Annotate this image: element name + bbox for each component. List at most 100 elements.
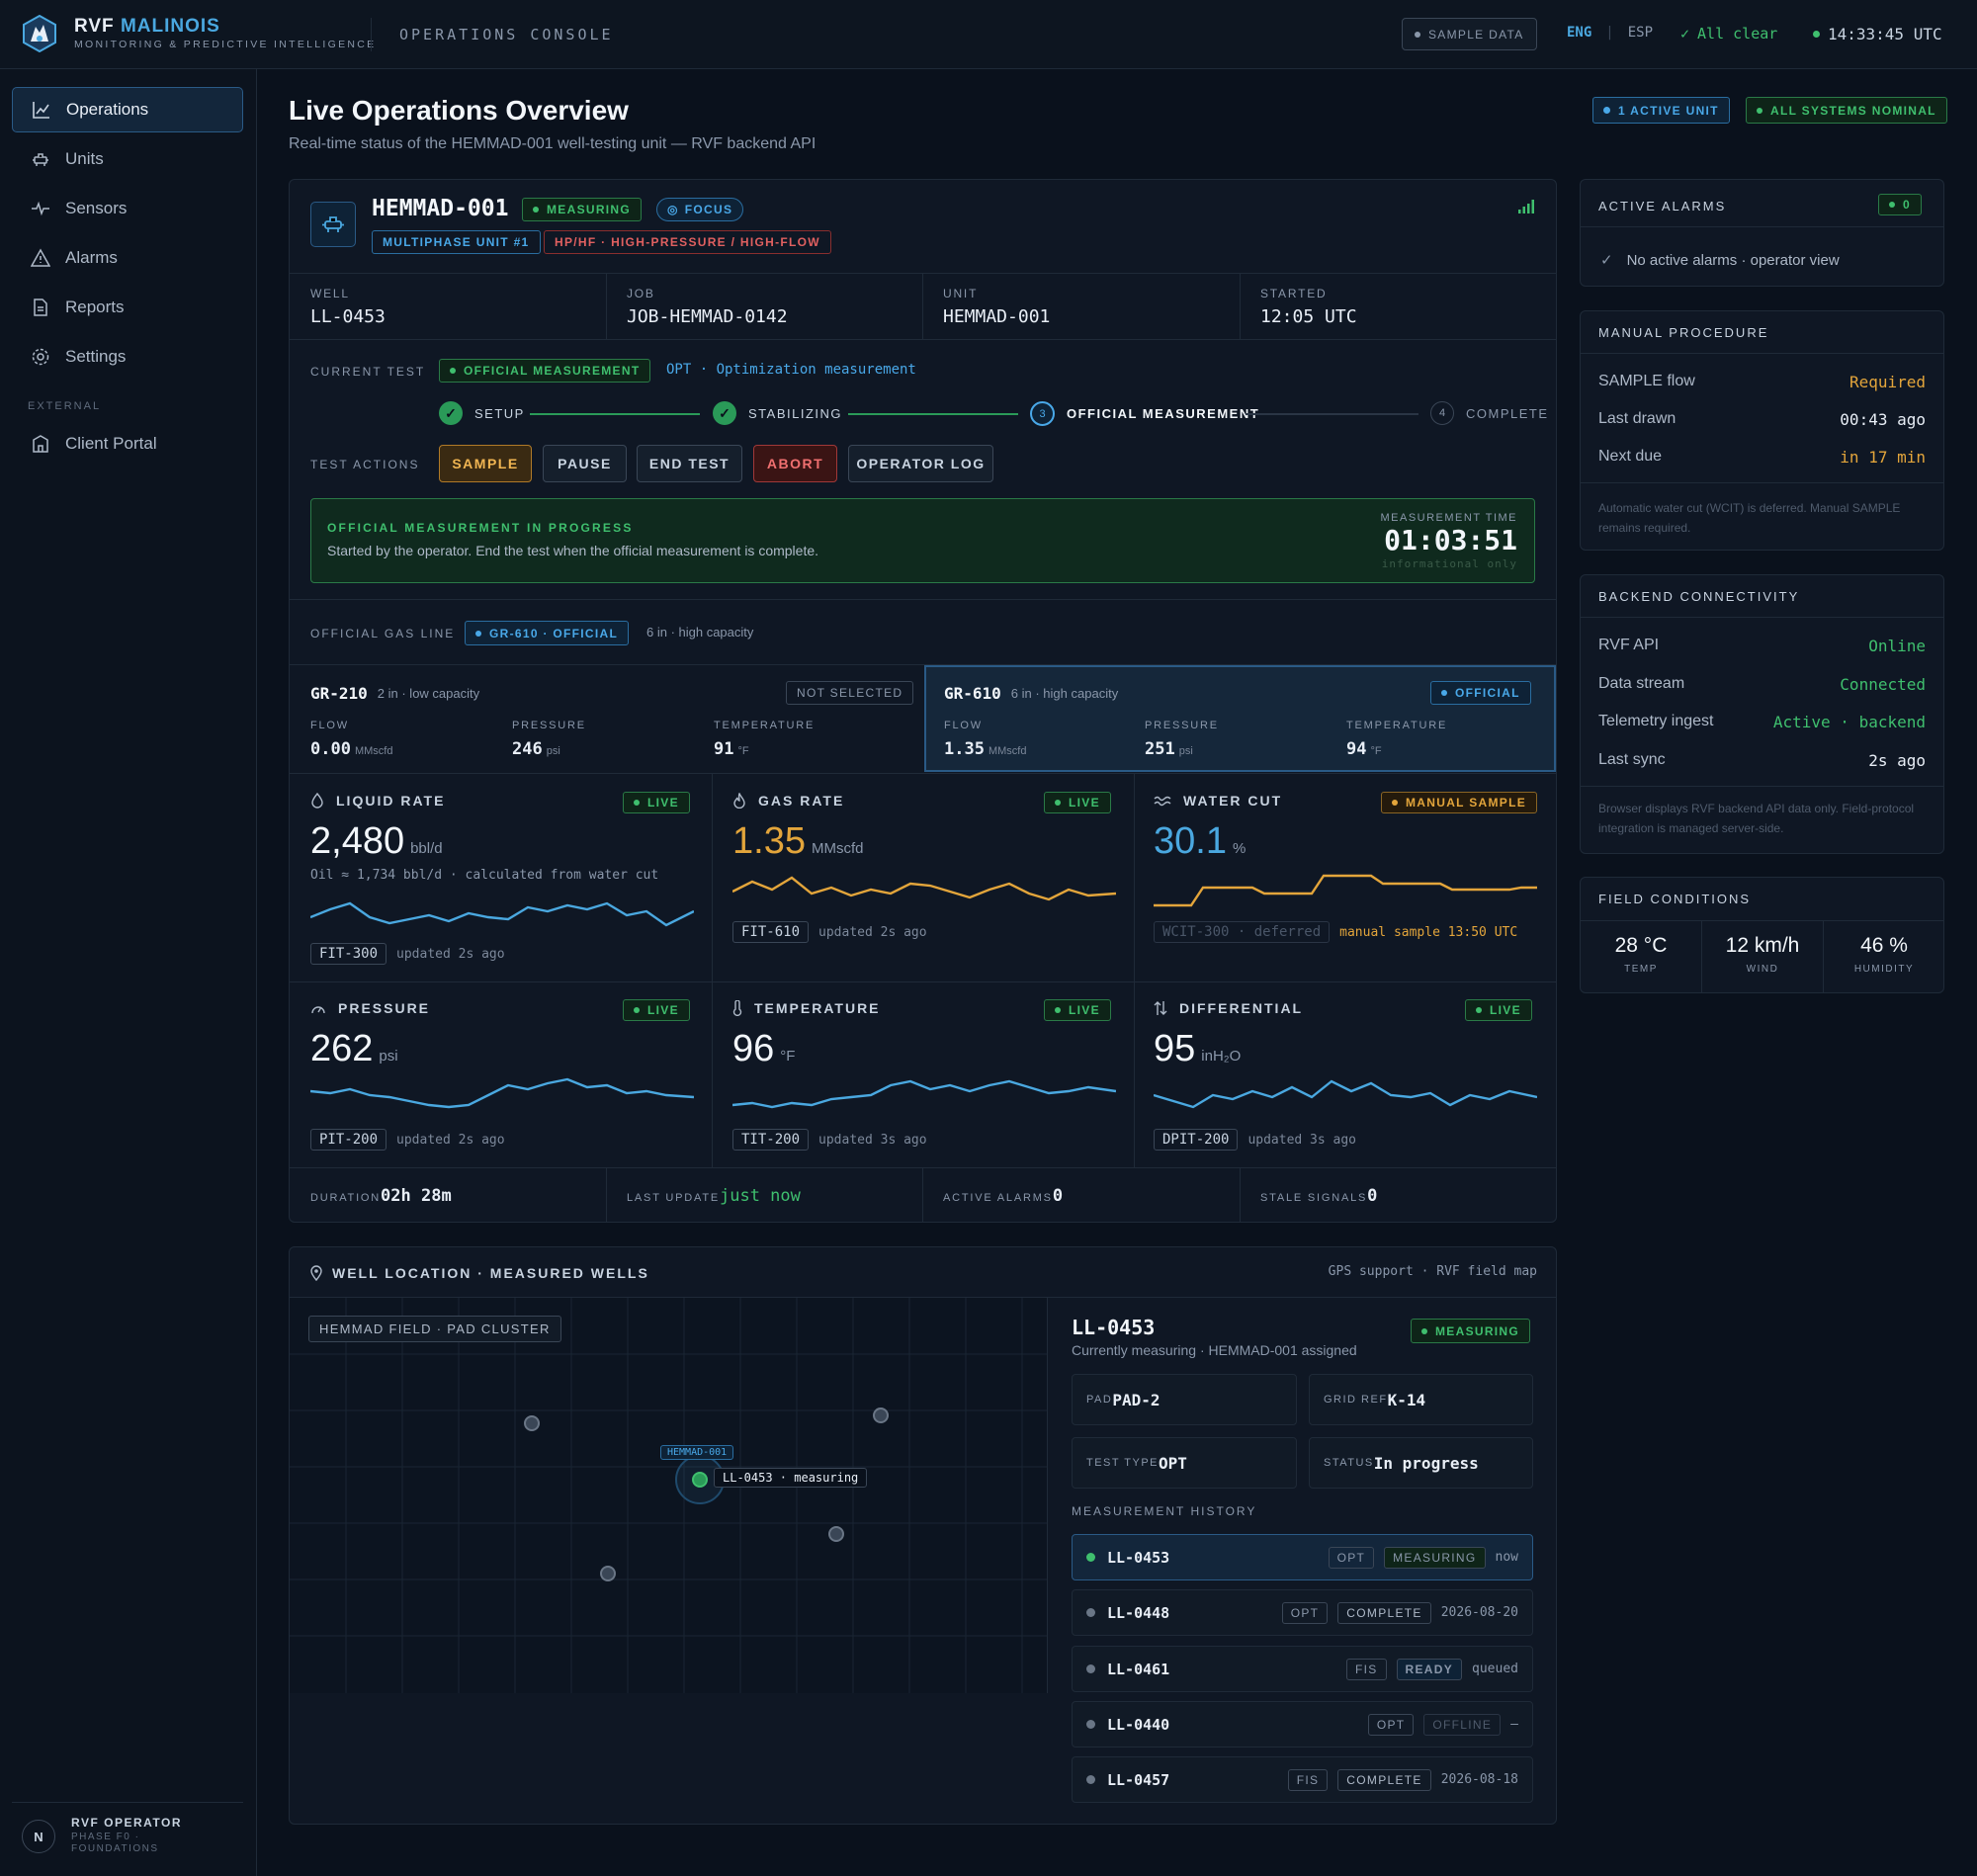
history-row[interactable]: LL-0440 OPT OFFLINE — [1072, 1701, 1533, 1748]
gas-line-desc: 6 in · high capacity [646, 625, 754, 640]
backend-row: Last sync 2s ago [1598, 751, 1926, 770]
info-well: WELL LL-0453 [310, 287, 386, 327]
pressure-label: PRESSURE [512, 720, 586, 731]
stat-label: ACTIVE ALARMS [943, 1192, 1053, 1204]
info-divider [606, 274, 607, 339]
sensor-tag[interactable]: FIT-610 [732, 921, 810, 943]
sensor-tag[interactable]: TIT-200 [732, 1129, 810, 1151]
brand-b: MALINOIS [120, 16, 220, 37]
lang-eng[interactable]: ENG [1567, 25, 1592, 41]
well-marker[interactable] [828, 1526, 844, 1542]
water-cut-sparkline [1154, 874, 1537, 907]
history-type: OPT [1281, 1601, 1329, 1624]
stat-divider [606, 1168, 607, 1222]
metric-footer: FIT-300 updated 2s ago [310, 943, 505, 965]
procedure-row: Next due in 17 min [1598, 448, 1926, 467]
avatar[interactable]: N [22, 1820, 55, 1853]
alarms-empty: ✓ No active alarms · operator view [1600, 251, 1840, 270]
step-stabilizing: ✓ STABILIZING [713, 401, 842, 425]
sidebar-item-reports[interactable]: Reports [12, 285, 243, 330]
sidebar-item-sensors[interactable]: Sensors [12, 186, 243, 231]
pressure-sparkline [310, 1077, 694, 1109]
procedure-row: SAMPLE flow Required [1598, 373, 1926, 391]
row-value: in 17 min [1840, 448, 1926, 467]
map-title: WELL LOCATION · MEASURED WELLS [310, 1265, 649, 1281]
history-date: now [1495, 1550, 1518, 1565]
header-divider [371, 18, 372, 51]
well-marker[interactable] [873, 1407, 889, 1423]
abort-button[interactable]: ABORT [753, 445, 837, 482]
metric-unit: inH₂O [1201, 1048, 1242, 1065]
sidebar-item-alarms[interactable]: Alarms [12, 235, 243, 281]
well-marker[interactable] [600, 1566, 616, 1581]
measurement-time: 01:03:51 [1384, 524, 1517, 556]
temperature-value: 94 [1346, 739, 1367, 759]
metric-value: 1.35 [732, 820, 806, 862]
sidebar-item-label: Operations [66, 100, 149, 119]
field-title: FIELD CONDITIONS [1598, 892, 1752, 906]
active-well-marker[interactable] [692, 1472, 708, 1488]
row-label: SAMPLE flow [1598, 373, 1695, 389]
gr610-flow: FLOW 1.35 MMscfd [944, 720, 1026, 759]
history-row[interactable]: LL-0457 FIS COMPLETE 2026-08-18 [1072, 1756, 1533, 1803]
gr210-badge: NOT SELECTED [786, 681, 914, 705]
metric-unit: bbl/d [410, 840, 443, 857]
page-title: Live Operations Overview [289, 95, 629, 126]
pause-button[interactable]: PAUSE [543, 445, 627, 482]
map-canvas[interactable] [290, 1298, 1048, 1693]
gr610-header: GR-610 6 in · high capacity [944, 684, 1118, 703]
history-row[interactable]: LL-0453 OPT MEASURING now [1072, 1534, 1533, 1580]
unit-status-badge: MEASURING [522, 198, 643, 221]
sidebar-item-client-portal[interactable]: Client Portal [12, 421, 243, 467]
well-marker[interactable] [524, 1415, 540, 1431]
stat-label: STALE SIGNALS [1260, 1192, 1368, 1204]
info-divider [1240, 274, 1241, 339]
step-done-icon: ✓ [439, 401, 463, 425]
sample-button[interactable]: SAMPLE [439, 445, 532, 482]
map-grid [290, 1298, 1047, 1693]
lang-esp[interactable]: ESP [1627, 25, 1654, 41]
metric-value: 262 [310, 1028, 374, 1069]
backend-divider [1581, 617, 1943, 618]
liquid-rate-sparkline [310, 901, 694, 927]
metric-footer: PIT-200 updated 2s ago [310, 1129, 505, 1151]
history-type: OPT [1328, 1546, 1375, 1569]
history-row[interactable]: LL-0461 FIS READY queued [1072, 1646, 1533, 1692]
step-number-icon: 4 [1430, 401, 1454, 425]
unit-map-label: HEMMAD-001 [660, 1445, 734, 1460]
gas-line-badge-text: GR-610 · OFFICIAL [489, 626, 619, 640]
sensor-tag[interactable]: WCIT-300 · deferred [1154, 921, 1331, 943]
history-row[interactable]: LL-0448 OPT COMPLETE 2026-08-20 [1072, 1589, 1533, 1636]
info-value: LL-0453 [310, 306, 386, 327]
operator-log-button[interactable]: OPERATOR LOG [848, 445, 993, 482]
gas-line-divider [290, 664, 1556, 665]
well-status-text: MEASURING [1435, 1323, 1520, 1338]
step-label: SETUP [474, 405, 525, 421]
sparkline-path [732, 876, 1116, 901]
step-setup: ✓ SETUP [439, 401, 525, 425]
info-label: UNIT [943, 287, 979, 300]
cell-value: OPT [1159, 1453, 1187, 1473]
sensor-tag[interactable]: FIT-300 [310, 943, 387, 965]
sparkline-path [310, 901, 694, 927]
row-value: 2s ago [1868, 751, 1926, 770]
sensor-tag[interactable]: DPIT-200 [1154, 1129, 1239, 1151]
focus-button[interactable]: ◎ FOCUS [656, 198, 744, 221]
sidebar-item-operations[interactable]: Operations [12, 87, 243, 132]
metric-live-badge: LIVE [1044, 792, 1111, 813]
backend-note-divider [1581, 786, 1943, 787]
end-test-button[interactable]: END TEST [637, 445, 742, 482]
backend-row: Data stream Connected [1598, 675, 1926, 694]
flow-unit: MMscfd [354, 745, 393, 757]
brand-a: RVF [74, 16, 115, 37]
sidebar-item-units[interactable]: Units [12, 136, 243, 182]
sensor-tag[interactable]: PIT-200 [310, 1129, 387, 1151]
gr210-flow: FLOW 0.00 MMscfd [310, 720, 392, 759]
sidebar-item-settings[interactable]: Settings [12, 334, 243, 380]
temperature-label: TEMPERATURE [1346, 720, 1448, 731]
step-connector [530, 413, 700, 415]
sidebar-item-label: Sensors [65, 199, 128, 217]
line-desc: 2 in · low capacity [377, 686, 480, 701]
field-cell-divider [1701, 921, 1702, 992]
sparkline-path [1154, 1079, 1537, 1109]
